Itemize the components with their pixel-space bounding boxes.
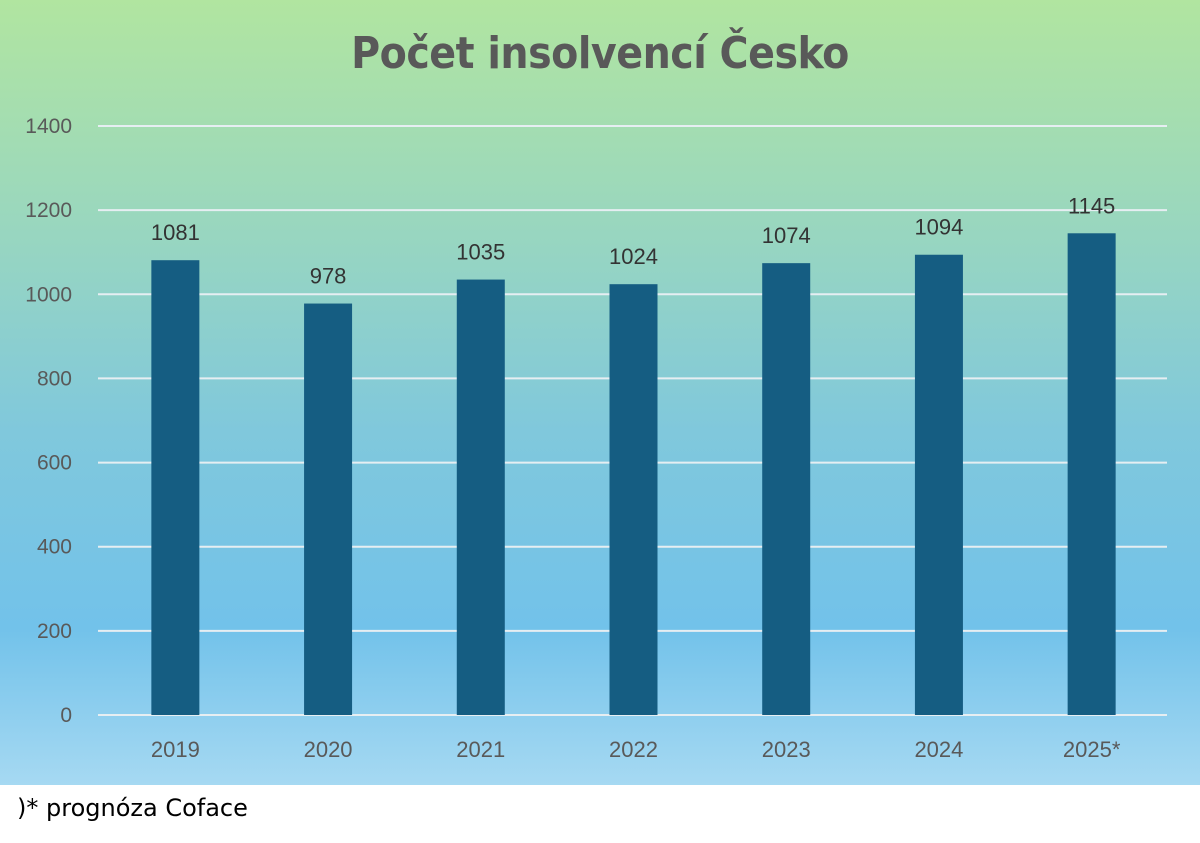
y-tick-label: 800 xyxy=(37,367,72,390)
bar xyxy=(762,263,811,715)
data-label: 978 xyxy=(310,264,347,289)
data-label: 1035 xyxy=(456,240,505,265)
x-tick-label: 2021 xyxy=(456,737,505,762)
bar xyxy=(456,279,505,715)
bar xyxy=(304,303,353,715)
y-tick-label: 1400 xyxy=(25,115,72,138)
y-tick-label: 1000 xyxy=(25,283,72,306)
chart-area xyxy=(0,0,1200,785)
bar xyxy=(1067,233,1116,715)
y-tick-label: 200 xyxy=(37,620,72,643)
x-tick-label: 2023 xyxy=(762,737,811,762)
y-tick-label: 0 xyxy=(60,704,72,727)
y-tick-label: 1200 xyxy=(25,199,72,222)
data-label: 1081 xyxy=(151,220,200,245)
bar xyxy=(914,254,963,715)
x-tick-label: 2024 xyxy=(914,737,963,762)
data-label: 1074 xyxy=(762,223,811,248)
x-tick-label: 2020 xyxy=(304,737,353,762)
data-label: 1145 xyxy=(1068,193,1115,218)
x-tick-label: 2022 xyxy=(609,737,658,762)
y-tick-label: 600 xyxy=(37,452,72,475)
y-tick-label: 400 xyxy=(37,536,72,559)
data-label: 1094 xyxy=(914,215,963,240)
bar-chart: 0 200 400 600 800 1000 1200 1400 1081 2019 978 2020… xyxy=(25,115,1167,762)
x-tick-label: 2025* xyxy=(1063,737,1121,762)
data-label: 1024 xyxy=(609,244,658,269)
x-tick-label: 2019 xyxy=(151,737,200,762)
bar xyxy=(151,260,200,715)
footnote: )* prognóza Coface xyxy=(17,794,248,822)
chart-title: Počet insolvencí Česko xyxy=(351,28,849,79)
bar xyxy=(609,284,658,715)
